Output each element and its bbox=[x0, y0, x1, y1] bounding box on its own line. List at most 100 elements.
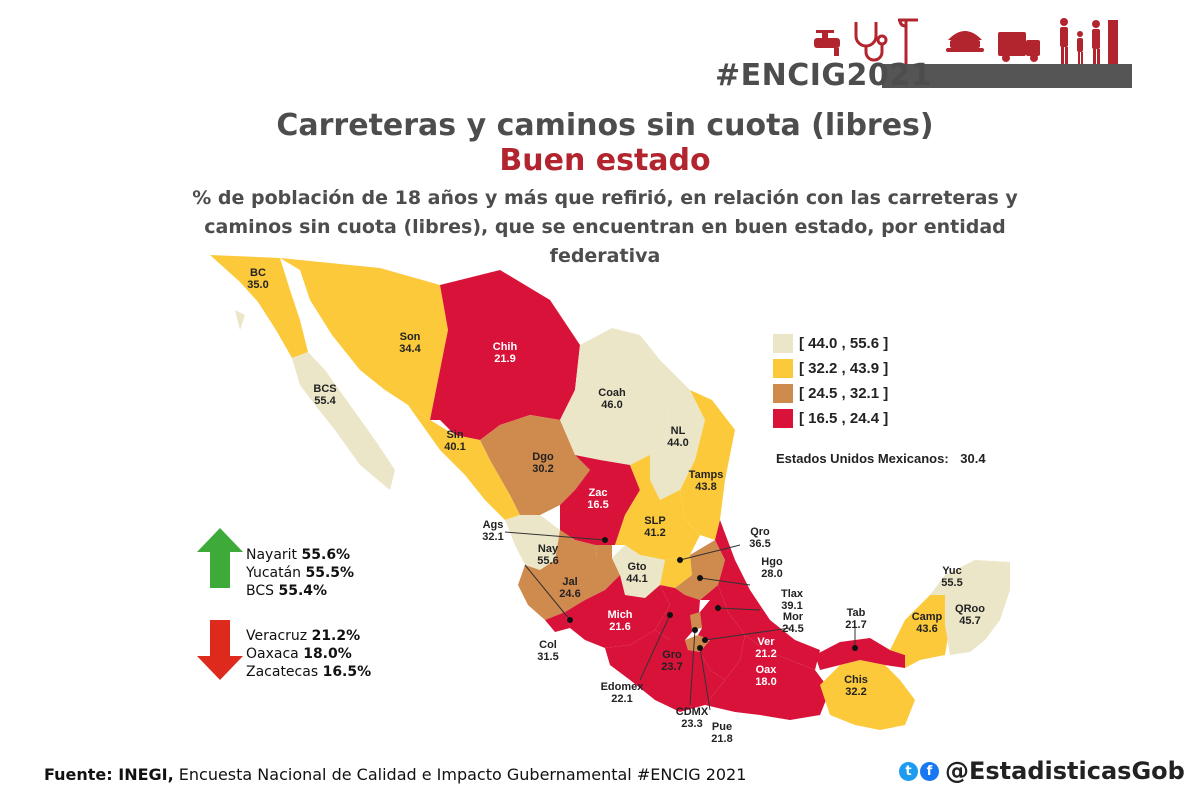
state-label: Tab 21.7 bbox=[845, 607, 866, 631]
legend-item: [ 24.5 , 32.1 ] bbox=[773, 382, 888, 405]
arrow-up-icon bbox=[197, 528, 243, 588]
state-oax bbox=[705, 635, 830, 720]
state-label: Nay 55.6 bbox=[537, 543, 559, 567]
state-label: Edomex 22.1 bbox=[601, 681, 645, 705]
water-tap-icon bbox=[814, 30, 840, 56]
state-label: Yuc 55.5 bbox=[941, 565, 962, 589]
state-label: Chih 21.9 bbox=[493, 341, 518, 365]
state-labels: BC 35.0 Son 34.4 BCS 55.4 Chih 21.9 Coah 46.0… bbox=[247, 267, 985, 745]
list-item: Zacatecas 16.5% bbox=[246, 664, 372, 680]
legend-label: [ 24.5 , 32.1 ] bbox=[799, 385, 889, 402]
state-mich bbox=[565, 575, 670, 648]
state-label: Tamps 43.8 bbox=[689, 469, 724, 493]
state-label: Gro 23.7 bbox=[661, 649, 682, 673]
state-label: Pue 21.8 bbox=[711, 721, 732, 745]
state-label: Col 31.5 bbox=[537, 639, 558, 663]
legend-item: [ 16.5 , 24.4 ] bbox=[773, 407, 888, 430]
state-tab bbox=[815, 638, 905, 670]
legend-label: [ 32.2 , 43.9 ] bbox=[799, 360, 889, 377]
state-gro bbox=[605, 630, 725, 712]
state-cdmx bbox=[690, 612, 702, 630]
state-label: QRoo 45.7 bbox=[955, 603, 985, 627]
state-qroo bbox=[945, 562, 1010, 655]
state-qro bbox=[660, 555, 692, 588]
state-ags bbox=[595, 545, 612, 558]
state-label: Mor 24.5 bbox=[782, 611, 804, 635]
state-label: Oax 18.0 bbox=[755, 664, 777, 688]
state-nay bbox=[505, 515, 560, 570]
state-son bbox=[280, 258, 448, 420]
state-label: BCS 55.4 bbox=[313, 383, 336, 407]
map-legend: [ 44.0 , 55.6 ] [ 32.2 , 43.9 ] [ 24.5 ,… bbox=[773, 332, 888, 432]
state-bcs bbox=[292, 352, 395, 490]
family-icon bbox=[1060, 18, 1118, 65]
state-label: SLP 41.2 bbox=[644, 515, 665, 539]
arrow-down-icon bbox=[197, 620, 243, 680]
handle-text[interactable]: @EstadisticasGob bbox=[945, 757, 1185, 785]
legend-swatch bbox=[773, 384, 793, 403]
list-item: Veracruz 21.2% bbox=[246, 628, 361, 644]
state-col bbox=[545, 612, 570, 632]
national-label: Estados Unidos Mexicanos: bbox=[776, 451, 949, 466]
state-label: Mich 21.6 bbox=[607, 609, 632, 633]
national-value: Estados Unidos Mexicanos: 30.4 bbox=[776, 451, 986, 466]
source-label: Fuente: INEGI, bbox=[44, 765, 174, 784]
state-nl bbox=[650, 360, 705, 500]
state-coah bbox=[560, 328, 670, 465]
state-label: Camp 43.6 bbox=[912, 611, 943, 635]
state-edomex bbox=[655, 585, 700, 640]
legend-swatch bbox=[773, 359, 793, 378]
state-islands bbox=[235, 310, 245, 330]
leader-dots bbox=[567, 537, 858, 651]
state-label: Jal 24.6 bbox=[559, 576, 580, 600]
state-label: Qro 36.5 bbox=[749, 526, 770, 550]
bottom-list: Veracruz 21.2% Oaxaca 18.0% Zacatecas 16… bbox=[246, 627, 371, 681]
state-pue bbox=[698, 585, 745, 680]
state-gto bbox=[612, 545, 665, 598]
state-label: Chis 32.2 bbox=[844, 674, 868, 698]
state-label: BC 35.0 bbox=[247, 267, 268, 291]
state-zac bbox=[560, 455, 640, 545]
garbage-truck-icon bbox=[998, 32, 1040, 62]
state-label: Zac 16.5 bbox=[587, 487, 608, 511]
state-label: Hgo 28.0 bbox=[761, 556, 783, 580]
facebook-icon[interactable]: f bbox=[920, 761, 939, 781]
list-item: Oaxaca 18.0% bbox=[246, 646, 352, 662]
street-light-icon bbox=[898, 18, 918, 65]
state-dgo bbox=[480, 415, 590, 515]
state-chis bbox=[820, 660, 915, 730]
leader-lines bbox=[504, 531, 856, 711]
state-label: Gto 44.1 bbox=[626, 561, 647, 585]
top-list: Nayarit 55.6% Yucatán 55.5% BCS 55.4% bbox=[246, 546, 354, 600]
twitter-icon[interactable]: t bbox=[899, 761, 918, 781]
state-label: Dgo 30.2 bbox=[532, 451, 554, 475]
state-jal bbox=[518, 530, 620, 620]
legend-swatch bbox=[773, 409, 793, 428]
state-tamps bbox=[680, 390, 735, 540]
legend-item: [ 32.2 , 43.9 ] bbox=[773, 357, 888, 380]
stethoscope-icon bbox=[854, 22, 888, 62]
state-label: Sin 40.1 bbox=[444, 429, 465, 453]
state-sin bbox=[408, 405, 520, 520]
source-text: Encuesta Nacional de Calidad e Impacto G… bbox=[178, 765, 747, 784]
hashtag: #ENCIG2021 bbox=[715, 58, 933, 93]
state-label: Son 34.4 bbox=[399, 331, 421, 355]
state-ver bbox=[700, 520, 820, 670]
legend-label: [ 16.5 , 24.4 ] bbox=[799, 410, 889, 427]
state-slp bbox=[615, 455, 700, 560]
social-handle: t f @EstadisticasGob bbox=[899, 757, 1185, 785]
list-item: Yucatán 55.5% bbox=[246, 565, 355, 581]
header-icons bbox=[814, 18, 1118, 65]
header-bar bbox=[882, 64, 1132, 88]
state-camp bbox=[890, 590, 950, 668]
police-cap-icon bbox=[946, 31, 984, 52]
state-label: Coah 46.0 bbox=[598, 387, 626, 411]
list-item: Nayarit 55.6% bbox=[246, 547, 351, 563]
national-number: 30.4 bbox=[960, 451, 986, 466]
state-label: Ver 21.2 bbox=[755, 636, 776, 660]
list-item: BCS 55.4% bbox=[246, 583, 328, 599]
state-label: NL 44.0 bbox=[667, 425, 688, 449]
description: % de población de 18 años y más que refi… bbox=[192, 187, 1018, 267]
legend-label: [ 44.0 , 55.6 ] bbox=[799, 335, 889, 352]
